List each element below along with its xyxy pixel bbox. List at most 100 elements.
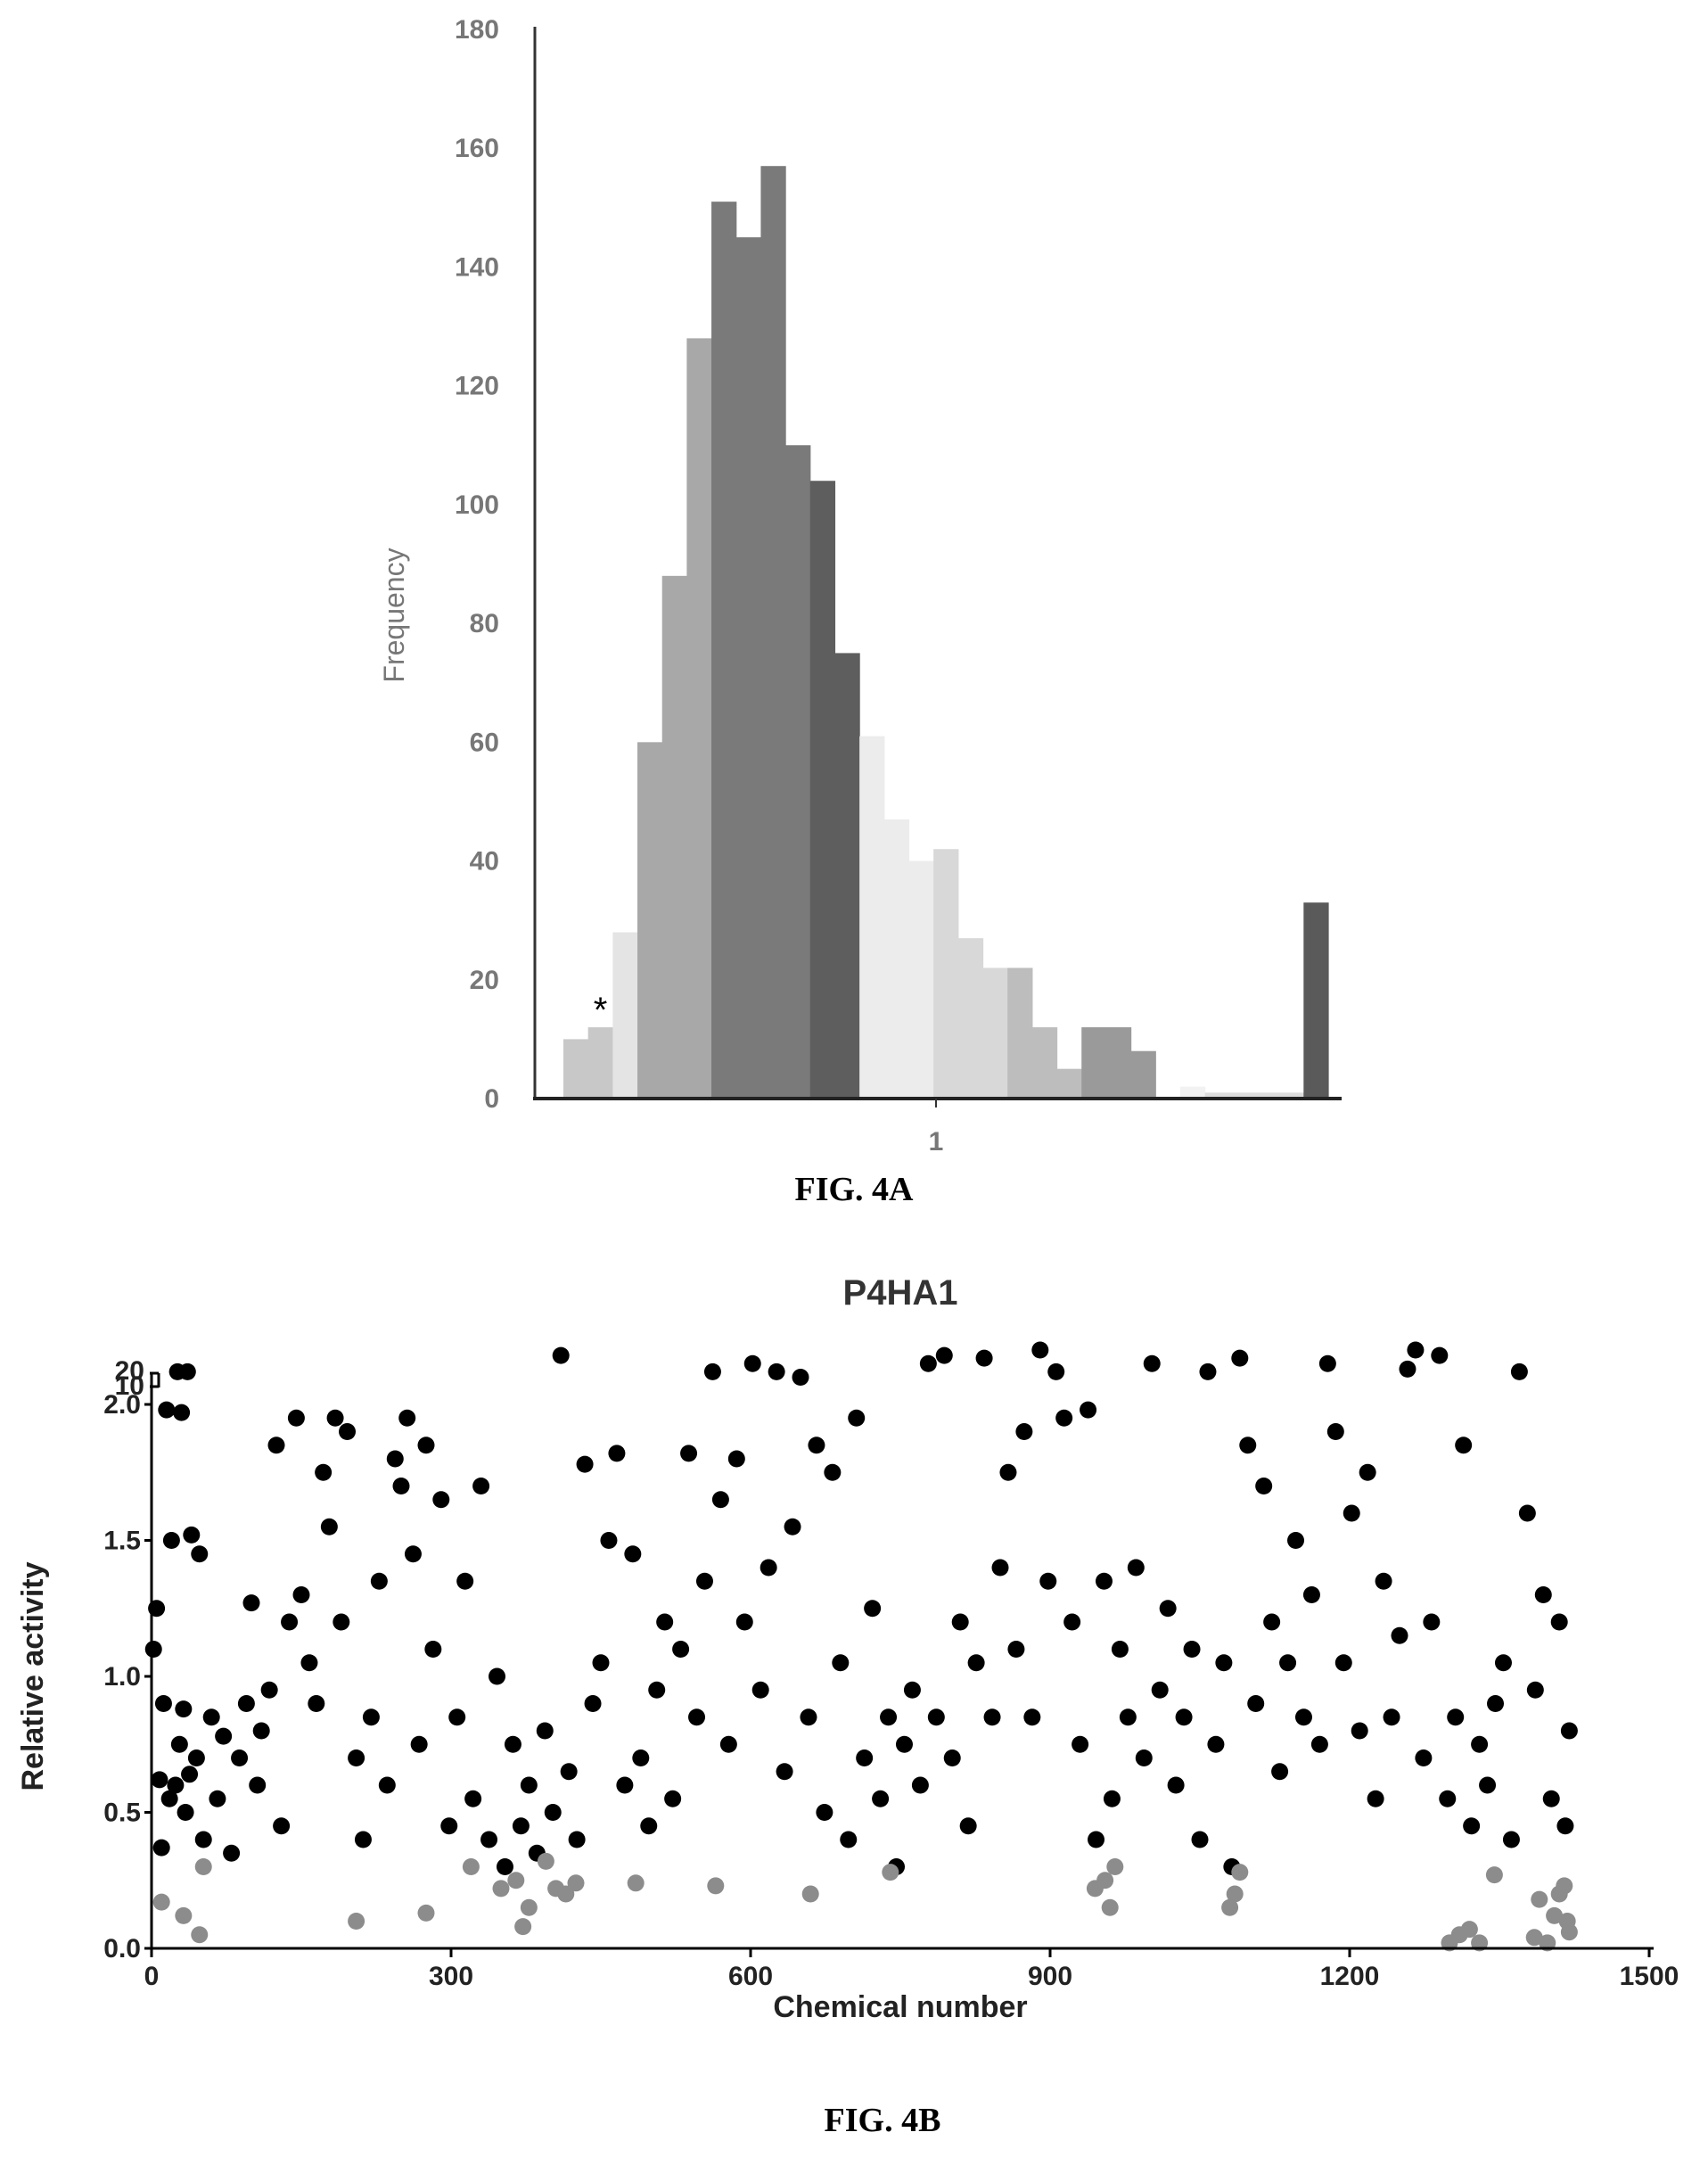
scatter-point	[410, 1735, 428, 1753]
scatter-point	[1310, 1735, 1328, 1753]
figure-4b-caption: FIG. 4B	[825, 2102, 941, 2139]
scatter-point	[333, 1613, 350, 1631]
scatter-point-hit	[1560, 1923, 1578, 1941]
scatter-point	[1271, 1763, 1289, 1781]
scatter-point	[1183, 1641, 1201, 1658]
histogram-bar	[637, 742, 663, 1099]
scatter-point	[1279, 1654, 1297, 1672]
scatter-point	[1343, 1504, 1360, 1522]
scatter-point	[191, 1545, 209, 1563]
scatter-point	[872, 1790, 890, 1807]
scatter-point	[404, 1545, 422, 1563]
scatter-y-ticks: 0.0 0.5 1.0 1.5 2.0	[103, 1390, 152, 1964]
scatter-point	[287, 1409, 305, 1427]
scatter-point	[242, 1594, 260, 1612]
figure-4a-caption: FIG. 4A	[795, 1171, 915, 1208]
scatter-point	[1263, 1613, 1281, 1631]
scatter-point	[1199, 1363, 1217, 1380]
scatter-point-hit	[1546, 1906, 1564, 1924]
scatter-point	[1526, 1681, 1544, 1699]
histogram-bar	[883, 819, 910, 1099]
scatter-point	[175, 1700, 193, 1718]
scatter-point	[816, 1804, 833, 1821]
scatter-point	[170, 1735, 188, 1753]
scatter-point	[1463, 1817, 1481, 1835]
scatter-point	[1055, 1409, 1073, 1427]
scatter-point	[1415, 1749, 1433, 1766]
scatter-point	[672, 1641, 690, 1658]
scatter-x-ticks: 0 300 600 900 1200 1500	[144, 1948, 1679, 1991]
scatter-point	[151, 1771, 168, 1789]
scatter-point-hit	[520, 1898, 538, 1916]
scatter-point	[1359, 1463, 1376, 1481]
scatter-point	[1556, 1817, 1574, 1835]
scatter-point	[339, 1423, 357, 1440]
scatter-point	[154, 1695, 172, 1712]
scatter-point	[183, 1526, 201, 1544]
scatter-point-hit	[1221, 1898, 1239, 1916]
scatter-x-tick-label: 300	[429, 1962, 473, 1991]
scatter-point	[991, 1559, 1009, 1577]
scatter-x-tick-label: 1200	[1320, 1962, 1380, 1991]
scatter-point	[386, 1450, 404, 1468]
scatter-point-hit	[1460, 1921, 1478, 1939]
scatter-point	[727, 1450, 745, 1468]
scatter-point	[1447, 1708, 1465, 1726]
scatter-point	[975, 1349, 993, 1367]
histogram-bar	[1179, 1086, 1206, 1099]
scatter-x-tick-label: 1500	[1620, 1962, 1679, 1991]
histogram-bar	[1130, 1050, 1156, 1099]
histogram-bar	[859, 736, 885, 1099]
scatter-point	[1072, 1735, 1089, 1753]
scatter-point	[719, 1735, 737, 1753]
scatter-point-hit	[507, 1872, 525, 1889]
scatter-point	[1143, 1354, 1161, 1372]
scatter-point	[856, 1749, 874, 1766]
scatter-point	[1103, 1790, 1121, 1807]
scatter-point	[776, 1763, 793, 1781]
scatter-point	[1191, 1831, 1209, 1848]
scatter-point	[903, 1681, 921, 1699]
scatter-point-hit	[492, 1880, 510, 1898]
scatter-point	[1175, 1708, 1193, 1726]
scatter-point	[848, 1409, 866, 1427]
histogram-y-axis-label: Frequency	[378, 547, 410, 682]
scatter-point	[370, 1572, 388, 1590]
scatter-point	[1255, 1478, 1273, 1494]
scatter-point	[315, 1463, 333, 1481]
scatter-point	[1502, 1831, 1520, 1848]
histogram-bar	[1303, 902, 1329, 1099]
scatter-point-hit	[1096, 1872, 1114, 1889]
scatter-point	[864, 1600, 882, 1618]
scatter-point	[895, 1735, 913, 1753]
histogram-bar	[982, 967, 1008, 1099]
scatter-point-hit	[567, 1874, 585, 1892]
scatter-point	[326, 1409, 344, 1427]
scatter-point	[432, 1491, 450, 1509]
scatter-point-hit	[348, 1913, 365, 1930]
scatter-point	[1471, 1735, 1489, 1753]
scatter-point-hit	[1525, 1929, 1543, 1947]
scatter-point	[362, 1708, 380, 1726]
scatter-chart: P4HA1 0.0 0.5 1.0 1.5 2.0 0 300 600 900 1200 1500…	[16, 1273, 1679, 2139]
scatter-point	[983, 1708, 1001, 1726]
scatter-point	[354, 1831, 372, 1848]
scatter-point	[1215, 1654, 1233, 1672]
scatter-point	[320, 1518, 338, 1535]
scatter-break-tick-10: 10	[115, 1371, 144, 1401]
scatter-point	[1015, 1423, 1033, 1440]
scatter-point	[584, 1695, 602, 1712]
scatter-point	[576, 1455, 594, 1473]
scatter-point	[1063, 1613, 1081, 1631]
scatter-point	[695, 1572, 713, 1590]
scatter-point-hit	[191, 1926, 209, 1944]
histogram-y-tick-label: 140	[455, 252, 499, 282]
scatter-point	[824, 1463, 842, 1481]
scatter-point	[640, 1817, 658, 1835]
scatter-point	[237, 1695, 255, 1712]
histogram-bar	[1204, 1092, 1230, 1099]
histogram-bar	[1253, 1092, 1280, 1099]
scatter-point	[751, 1681, 769, 1699]
scatter-point	[735, 1613, 753, 1631]
scatter-point	[173, 1404, 191, 1421]
